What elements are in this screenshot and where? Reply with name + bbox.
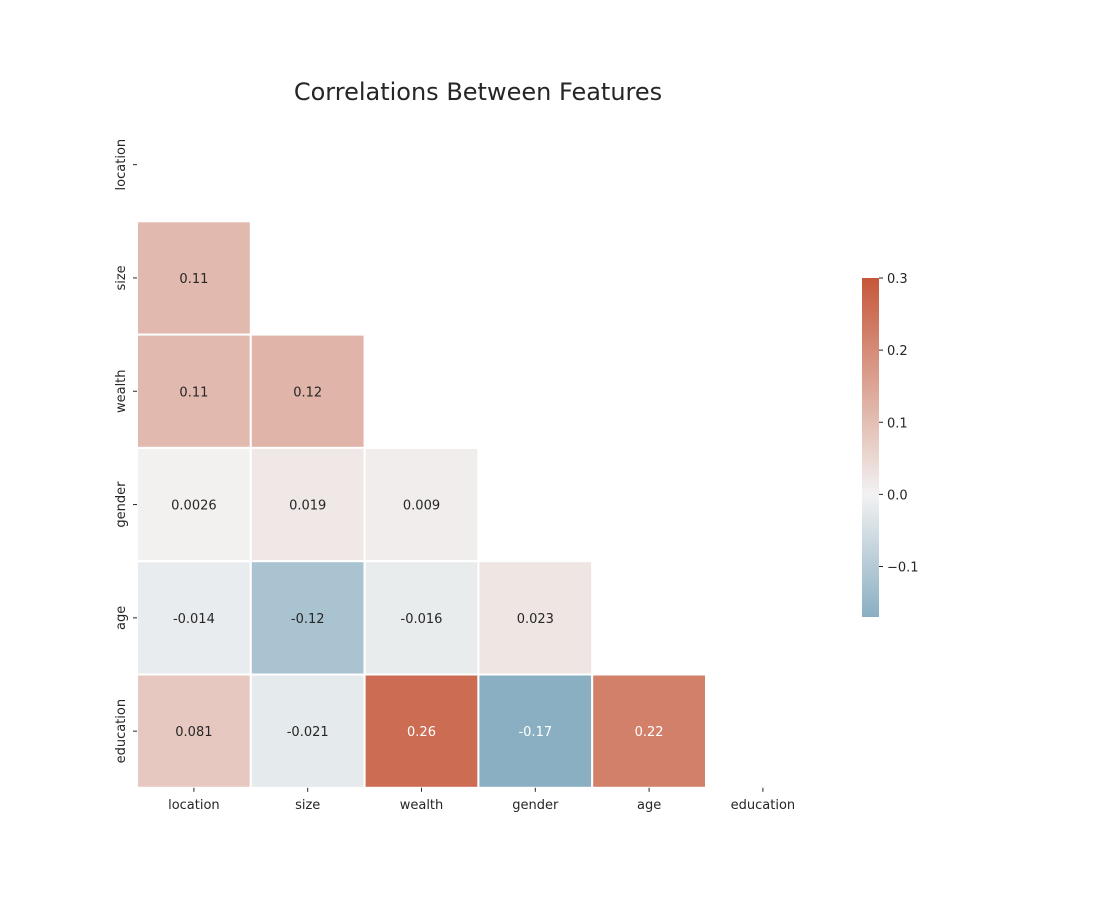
heatmap-cell bbox=[136, 333, 252, 449]
x-tick-label: size bbox=[295, 798, 320, 813]
cell-value-label: 0.0026 bbox=[171, 499, 217, 514]
cell-value-label: 0.023 bbox=[517, 612, 554, 627]
cell-value-label: -0.021 bbox=[287, 725, 329, 740]
x-tick-label: education bbox=[731, 798, 796, 813]
colorbar-tick-label: 0.3 bbox=[887, 272, 908, 287]
cell-value-label: 0.12 bbox=[293, 385, 322, 400]
cell-value-label: -0.016 bbox=[401, 612, 443, 627]
y-tick-label: wealth bbox=[114, 369, 129, 413]
cell-value-label: 0.22 bbox=[635, 725, 664, 740]
heatmap-cell bbox=[363, 446, 480, 563]
heatmap-cell bbox=[136, 220, 252, 336]
colorbar-tick-label: 0.0 bbox=[887, 488, 908, 503]
heatmap-cell bbox=[477, 673, 594, 789]
colorbar-tick-label: 0.1 bbox=[887, 416, 908, 431]
cell-value-label: -0.014 bbox=[173, 612, 215, 627]
y-tick-label: education bbox=[114, 699, 129, 764]
colorbar-tick-label: 0.2 bbox=[887, 344, 908, 359]
colorbar-gradient bbox=[862, 278, 879, 617]
heatmap-cell bbox=[249, 673, 366, 789]
colorbar: 0.3 0.2 0.1 0.0 −0.1 bbox=[862, 272, 919, 617]
y-tick-label: location bbox=[114, 139, 129, 191]
heatmap-cell bbox=[477, 560, 594, 676]
cell-value-label: 0.26 bbox=[407, 725, 436, 740]
heatmap-cell bbox=[249, 560, 366, 676]
y-tick-label: size bbox=[114, 265, 129, 290]
heatmap-cell bbox=[249, 333, 366, 449]
heatmap-cells: 0.11 0.11 0.12 0.0026 0.019 0.009 -0.014 -0.12 -… bbox=[136, 220, 708, 789]
x-axis: location size wealth gender age education bbox=[168, 787, 796, 813]
cell-value-label: 0.11 bbox=[179, 272, 208, 287]
cell-value-label: -0.12 bbox=[291, 612, 325, 627]
x-tick-label: age bbox=[637, 798, 661, 813]
y-tick-label: age bbox=[114, 606, 129, 630]
cell-value-label: 0.019 bbox=[289, 499, 326, 514]
cell-value-label: -0.17 bbox=[518, 725, 552, 740]
x-tick-label: gender bbox=[512, 798, 559, 813]
cell-value-label: 0.081 bbox=[175, 725, 212, 740]
cell-value-label: 0.11 bbox=[179, 385, 208, 400]
y-axis: location size wealth gender age education bbox=[114, 139, 137, 764]
colorbar-tick-label: −0.1 bbox=[887, 561, 919, 576]
chart-title: Correlations Between Features bbox=[294, 78, 662, 106]
x-tick-label: location bbox=[168, 798, 220, 813]
x-tick-label: wealth bbox=[400, 798, 444, 813]
cell-value-label: 0.009 bbox=[403, 499, 440, 514]
y-tick-label: gender bbox=[114, 481, 129, 528]
